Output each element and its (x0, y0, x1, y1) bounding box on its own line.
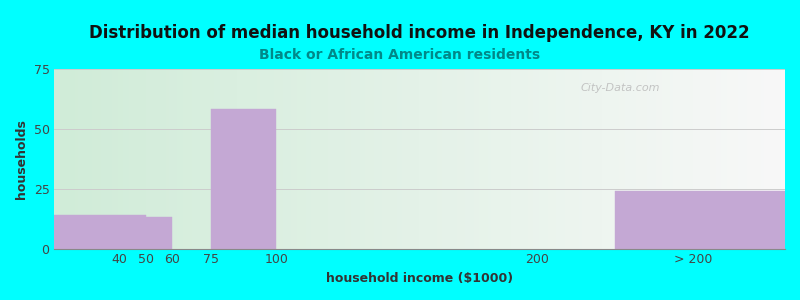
Bar (54, 215, 146, 249)
Title: Distribution of median household income in Independence, KY in 2022: Distribution of median household income … (90, 24, 750, 42)
X-axis label: household income ($1000): household income ($1000) (326, 272, 514, 285)
Bar (211, 110, 276, 249)
Y-axis label: households: households (15, 118, 28, 199)
Bar (615, 191, 785, 249)
Text: Black or African American residents: Black or African American residents (259, 48, 541, 62)
Bar (146, 218, 172, 249)
Text: City-Data.com: City-Data.com (581, 83, 660, 93)
